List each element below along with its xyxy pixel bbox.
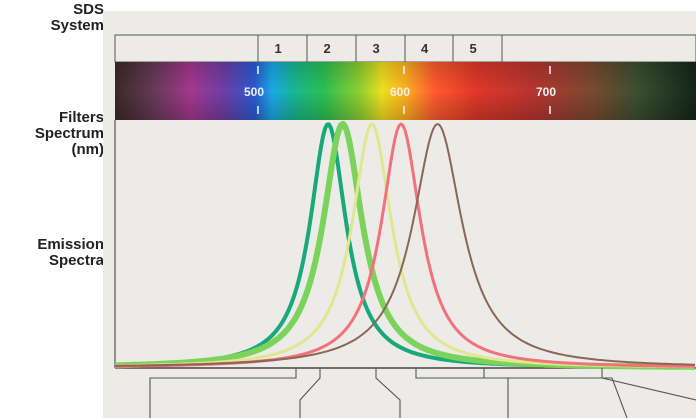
filter-number-3: 3 xyxy=(373,41,380,56)
filter-number-2: 2 xyxy=(324,41,331,56)
emission-spectra-label: Emission Spectra xyxy=(37,237,104,269)
leader-line-1 xyxy=(149,368,297,418)
emission-curves xyxy=(114,121,696,370)
leader-line-6 xyxy=(601,368,696,401)
emission-curve-5 xyxy=(115,123,695,367)
leader-line-2 xyxy=(299,368,321,418)
wavelength-ticks: 500 600 700 xyxy=(244,66,556,114)
filter-number-4: 4 xyxy=(421,41,429,56)
filter-number-1: 1 xyxy=(275,41,282,56)
emission-spectra-label-text: Emission Spectra xyxy=(37,236,104,269)
filter-number-5: 5 xyxy=(470,41,477,56)
filters-spectrum-label-text: Filters Spectrum (nm) xyxy=(34,109,104,158)
leader-line-4 xyxy=(415,368,509,418)
filters-spectrum-label: Filters Spectrum (nm) xyxy=(35,110,104,158)
spectrum-bar-shading xyxy=(115,62,696,120)
wavelength-label-600: 600 xyxy=(390,85,410,99)
leader-lines xyxy=(149,368,696,418)
leader-line-5 xyxy=(483,368,628,418)
leader-line-3 xyxy=(375,368,401,418)
wavelength-label-700: 700 xyxy=(536,85,556,99)
wavelength-label-500: 500 xyxy=(244,85,264,99)
sds-system-label-text: SDS System xyxy=(50,1,104,34)
sds-system-label: SDS System xyxy=(51,2,104,34)
